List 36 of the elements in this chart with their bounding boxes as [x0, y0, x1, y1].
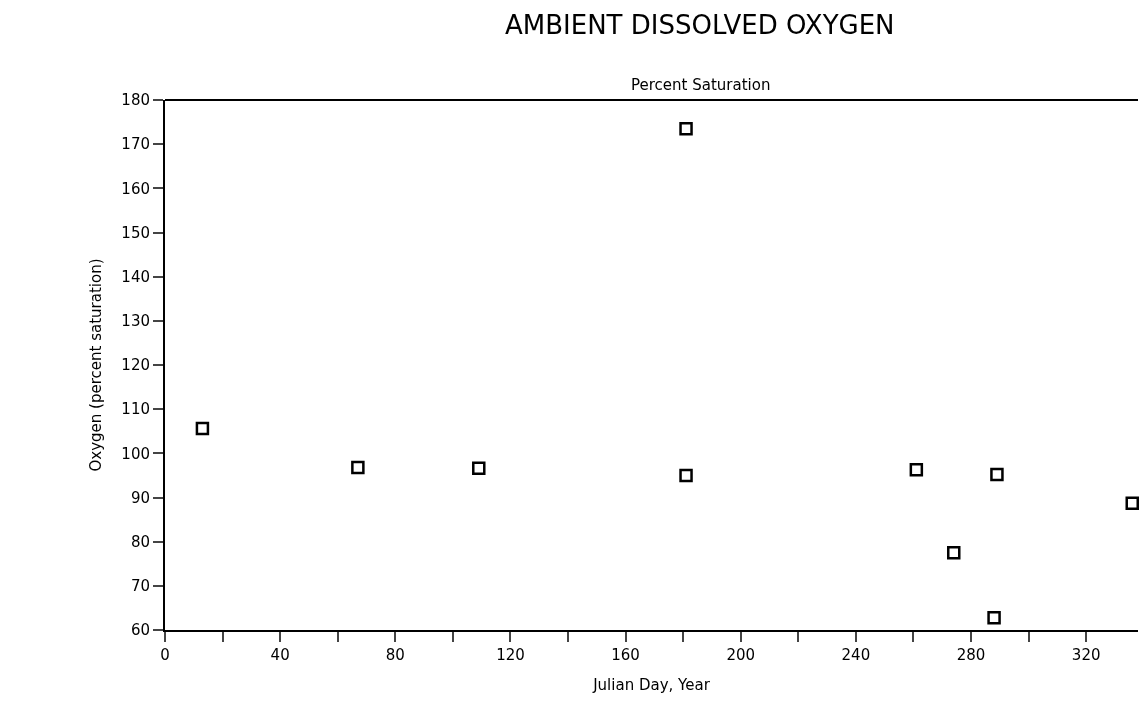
point	[679, 121, 693, 136]
y-tick-label: 150	[121, 223, 150, 242]
x-tick-label: 40	[270, 646, 290, 664]
y-tick-label: 100	[121, 444, 150, 463]
x-tick-label: 0	[160, 646, 170, 664]
x-tick-label: 200	[726, 646, 756, 664]
x-tick-label: 80	[385, 646, 405, 664]
y-tick-label: 130	[121, 312, 150, 331]
point	[472, 461, 486, 476]
point	[679, 468, 693, 483]
chart-title: AMBIENT DISSOLVED OXYGEN	[505, 10, 895, 40]
point	[351, 460, 365, 475]
x-tick-label: 160	[611, 646, 640, 664]
y-tick-label: 70	[130, 577, 150, 596]
x-axis-title: Julian Day, Year	[592, 675, 711, 694]
y-tick-label: 140	[121, 267, 150, 286]
y-tick-label: 80	[130, 532, 150, 551]
point	[1125, 496, 1139, 510]
point	[909, 462, 924, 477]
y-tick-label: 110	[121, 400, 150, 419]
y-axis-title: Oxygen (percent saturation)	[87, 258, 106, 472]
y-tick-label: 160	[121, 179, 150, 198]
point	[990, 467, 1004, 482]
chart-subtitle: Percent Saturation	[631, 76, 771, 94]
point	[195, 421, 210, 436]
y-tick-label: 120	[121, 356, 150, 375]
x-tick-label: 320	[1071, 646, 1101, 664]
x-tick-label: 120	[496, 646, 525, 664]
y-tick-label: 90	[130, 488, 150, 507]
x-tick-label: 240	[841, 646, 871, 664]
y-tick-label: 170	[121, 135, 150, 154]
y-tick-label: 60	[130, 621, 150, 640]
point	[947, 545, 961, 560]
point	[987, 610, 1001, 625]
y-tick-label: 180	[121, 91, 150, 110]
x-tick-label: 280	[956, 646, 986, 664]
